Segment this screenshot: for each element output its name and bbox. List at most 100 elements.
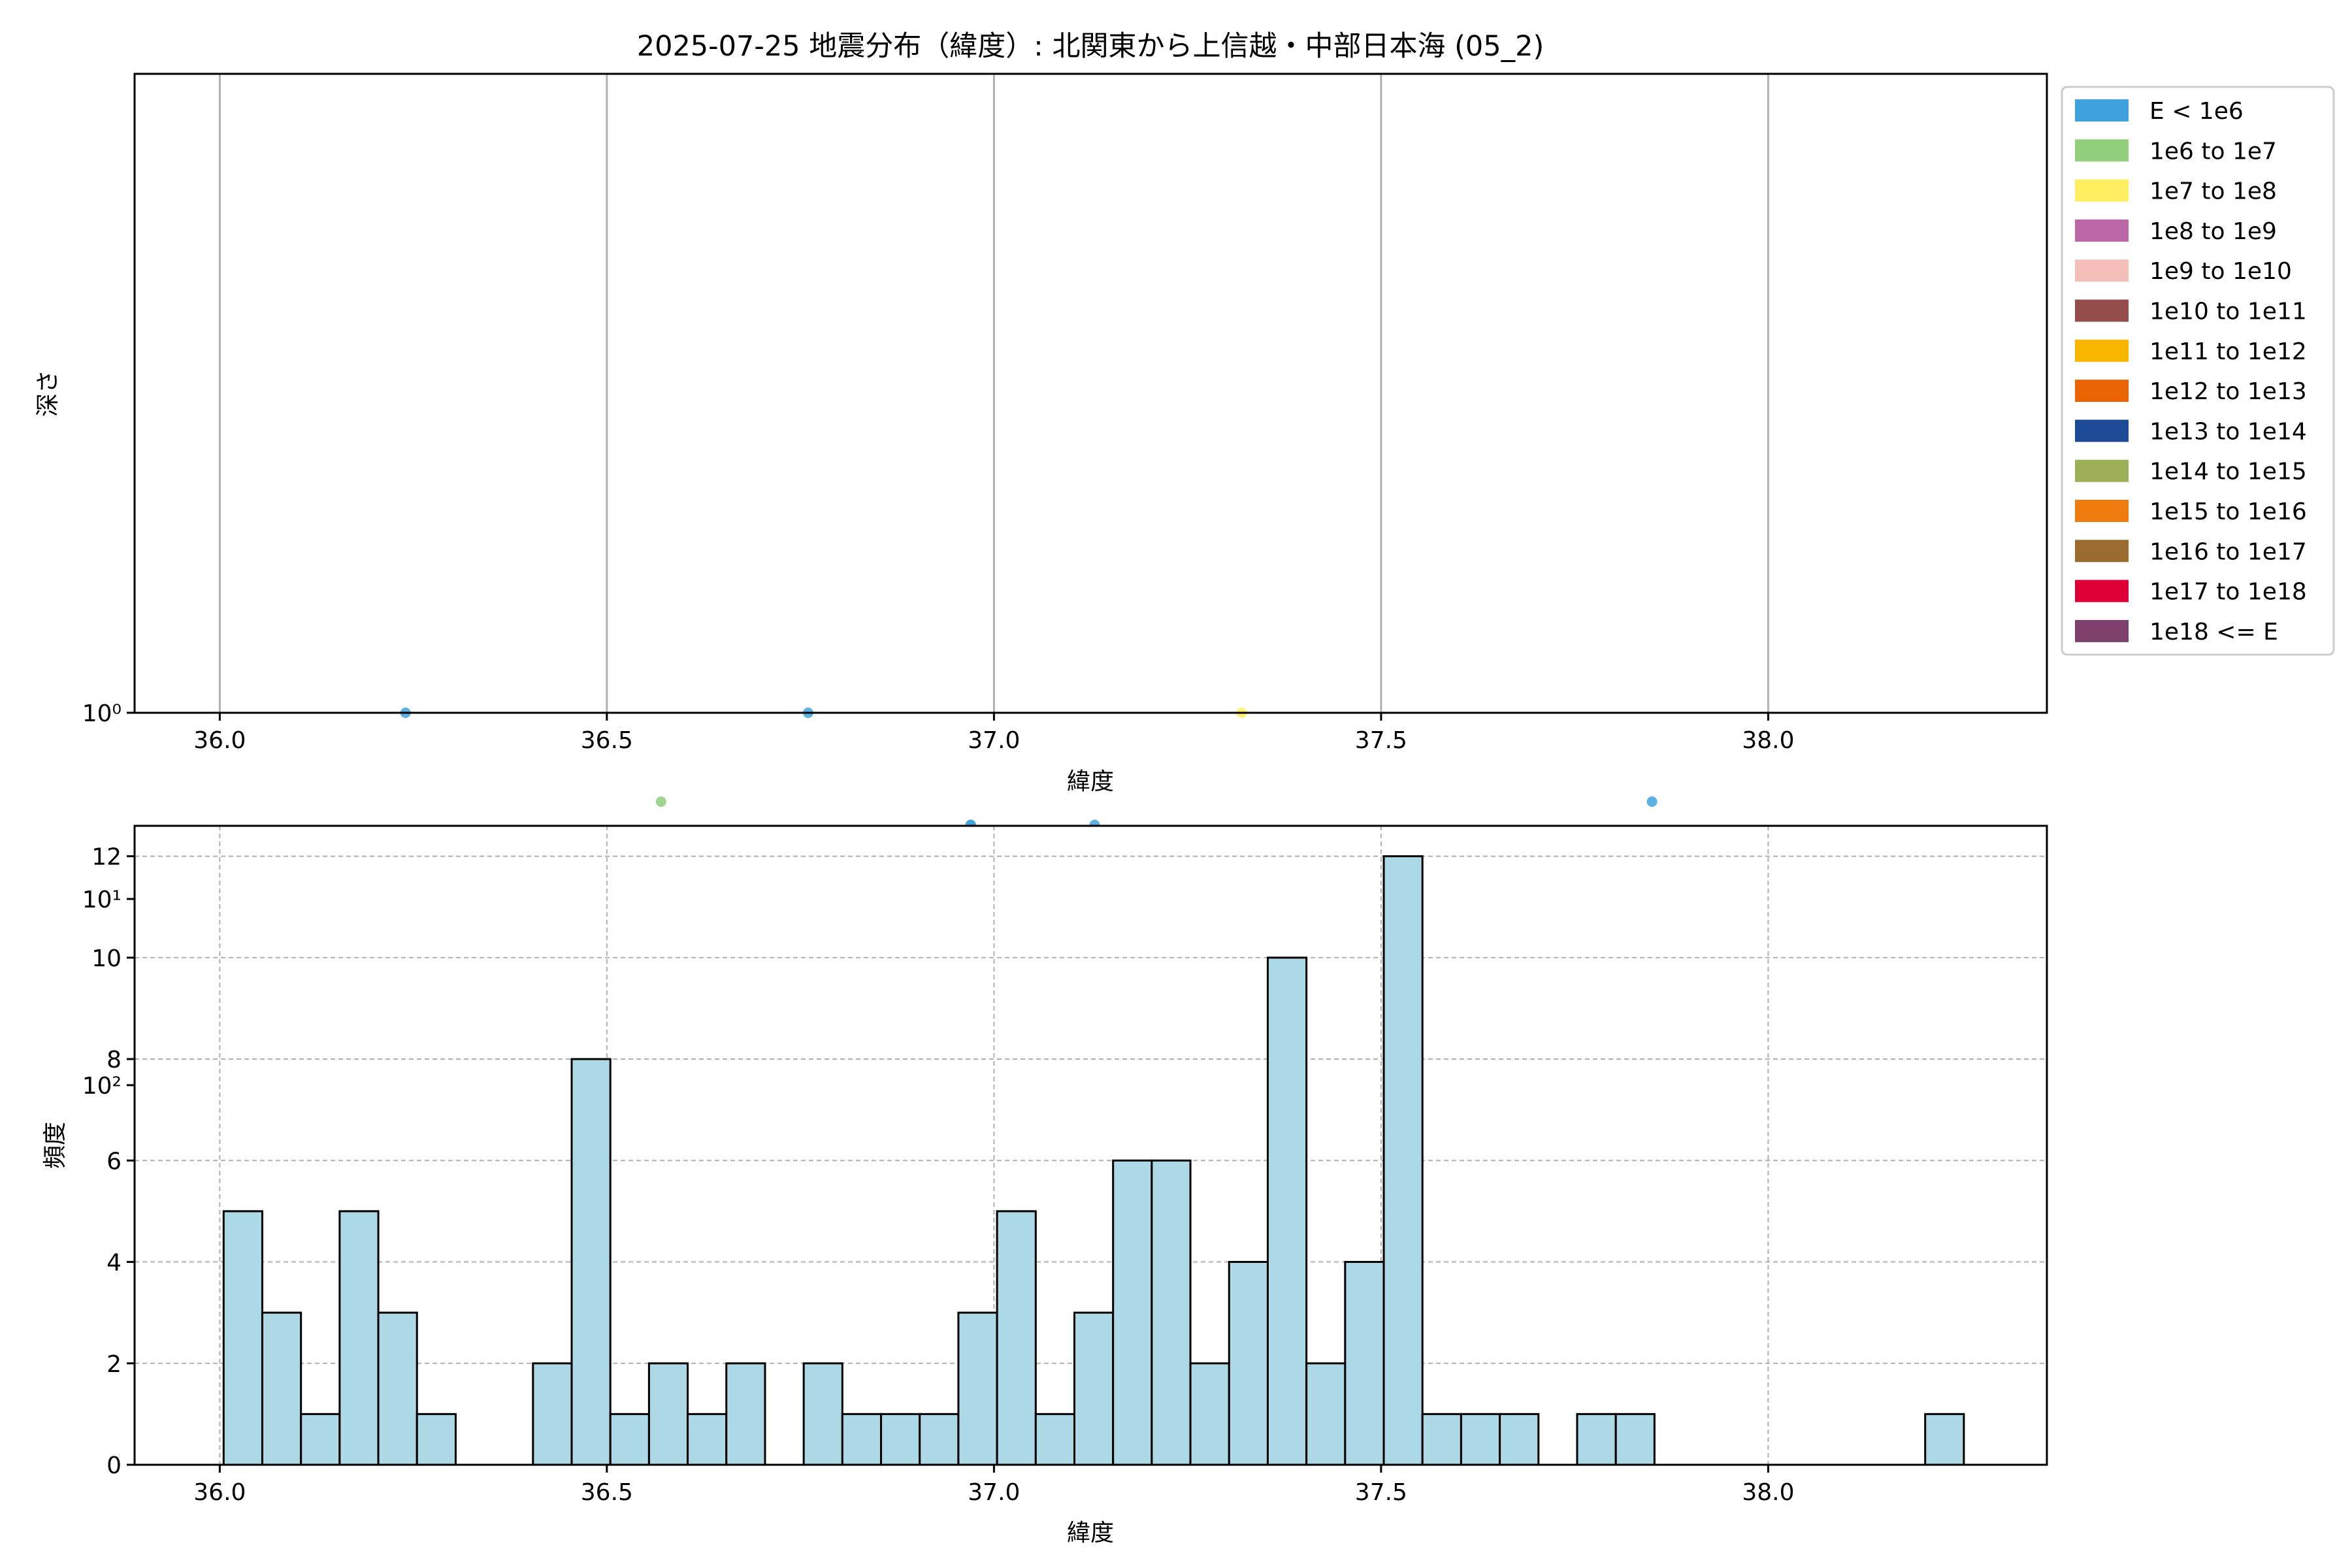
legend-items: E < 1e6 1e6 to 1e7 1e7 to 1e8 1e8 to 1e9 1e9…	[2075, 98, 2307, 645]
histogram-x-tick-label: 36.5	[581, 1479, 633, 1506]
legend-swatch	[2075, 299, 2129, 322]
histogram-bar	[1924, 1413, 1965, 1466]
legend-swatch	[2075, 619, 2129, 642]
legend-label: 1e17 to 1e18	[2149, 579, 2307, 606]
histogram-y-tick-label: 2	[106, 1351, 122, 1378]
histogram-y-tick-label: 8	[106, 1047, 122, 1073]
scatter-point	[655, 796, 666, 807]
legend-swatch	[2075, 339, 2129, 362]
legend-swatch	[2075, 459, 2129, 482]
legend-label: 1e8 to 1e9	[2149, 218, 2277, 245]
histogram-y-tick-label: 6	[106, 1148, 122, 1175]
histogram-bar	[1151, 1159, 1192, 1466]
histogram-bar	[1576, 1413, 1617, 1466]
histogram-bar	[1382, 855, 1424, 1466]
histogram-bar	[802, 1362, 843, 1466]
histogram-x-tick-label: 36.0	[193, 1479, 246, 1506]
histogram-bar	[1034, 1413, 1075, 1466]
histogram-y-tick-label: 10	[91, 945, 122, 972]
legend-swatch	[2075, 580, 2129, 602]
scatter-x-tick-label: 36.0	[193, 727, 246, 754]
scatter-y-ticks: 10⁰ 10¹ 10²	[82, 700, 135, 1100]
histogram-bar	[880, 1413, 921, 1466]
histogram-x-ticks: 36.0 36.5 37.0 37.5 38.0	[193, 1465, 1794, 1506]
histogram-panel: 36.0 36.5 37.0 37.5 38.0 0 2 4 6 8 10 12 緯度 頻度	[42, 825, 2048, 1546]
histogram-bar	[1344, 1261, 1385, 1466]
histogram-y-tick-label: 0	[106, 1452, 122, 1479]
legend: E < 1e6 1e6 to 1e7 1e7 to 1e8 1e8 to 1e9 1e9…	[2061, 86, 2335, 656]
histogram-bar	[1614, 1413, 1656, 1466]
legend-label: 1e13 to 1e14	[2149, 418, 2307, 445]
histogram-frame	[133, 825, 2048, 1466]
legend-swatch	[2075, 419, 2129, 442]
histogram-bar	[416, 1413, 457, 1466]
histogram-bar	[570, 1058, 612, 1466]
legend-label: 1e12 to 1e13	[2149, 378, 2307, 405]
histogram-bar	[725, 1362, 766, 1466]
scatter-x-axis-label: 緯度	[1067, 768, 1114, 795]
histogram-bar	[222, 1210, 263, 1466]
legend-frame	[2061, 86, 2335, 656]
scatter-frame	[133, 73, 2048, 714]
legend-swatch	[2075, 540, 2129, 563]
histogram-y-tick-label: 12	[91, 844, 122, 871]
histogram-bar	[1499, 1413, 1540, 1466]
histogram-bar	[996, 1210, 1037, 1466]
histogram-bar	[532, 1362, 573, 1466]
legend-swatch	[2075, 259, 2129, 282]
legend-label: 1e6 to 1e7	[2149, 138, 2277, 165]
histogram-bar	[919, 1413, 960, 1466]
histogram-x-tick-label: 37.5	[1355, 1479, 1407, 1506]
legend-label: 1e14 to 1e15	[2149, 459, 2307, 485]
scatter-x-tick-label: 36.5	[581, 727, 633, 754]
legend-label: E < 1e6	[2149, 98, 2244, 125]
scatter-point	[1646, 796, 1658, 807]
scatter-y-tick-label: 10⁰	[82, 700, 122, 727]
histogram-bar	[1421, 1413, 1462, 1466]
histogram-bar	[647, 1362, 689, 1466]
histogram-bar	[1305, 1362, 1347, 1466]
histogram-bar	[1460, 1413, 1501, 1466]
legend-label: 1e10 to 1e11	[2149, 299, 2307, 325]
legend-label: 1e16 to 1e17	[2149, 538, 2307, 565]
scatter-x-tick-label: 38.0	[1742, 727, 1794, 754]
scatter-plot-area	[135, 74, 2047, 713]
scatter-y-tick-label: 10¹	[82, 887, 122, 913]
histogram-y-tick-label: 4	[106, 1250, 122, 1277]
scatter-x-tick-label: 37.5	[1355, 727, 1407, 754]
legend-swatch	[2075, 179, 2129, 202]
histogram-bar	[377, 1311, 418, 1466]
legend-label: 1e11 to 1e12	[2149, 338, 2307, 365]
legend-swatch	[2075, 500, 2129, 522]
histogram-bars	[222, 855, 1965, 1466]
histogram-bar	[841, 1413, 883, 1466]
scatter-x-ticks: 36.0 36.5 37.0 37.5 38.0	[193, 713, 1794, 754]
histogram-bar	[957, 1311, 998, 1466]
histogram-x-tick-label: 38.0	[1742, 1479, 1794, 1506]
scatter-y-axis-label: 深さ	[35, 370, 61, 417]
legend-swatch	[2075, 99, 2129, 122]
legend-label: 1e7 to 1e8	[2149, 178, 2277, 205]
histogram-bar	[338, 1210, 380, 1466]
figure-title: 2025-07-25 地震分布（緯度）: 北関東から上信越・中部日本海 (05_…	[637, 30, 1544, 63]
histogram-bar	[1073, 1311, 1115, 1466]
histogram-bar	[300, 1413, 341, 1466]
legend-label: 1e9 to 1e10	[2149, 258, 2292, 285]
scatter-x-tick-label: 37.0	[968, 727, 1020, 754]
histogram-bar	[1189, 1362, 1230, 1466]
histogram-y-axis-label: 頻度	[42, 1122, 69, 1169]
legend-label: 1e15 to 1e16	[2149, 498, 2307, 525]
legend-label: 1e18 <= E	[2149, 619, 2278, 645]
histogram-x-tick-label: 37.0	[968, 1479, 1020, 1506]
histogram-bar	[1266, 956, 1308, 1466]
histogram-bar	[609, 1413, 650, 1466]
legend-swatch	[2075, 219, 2129, 242]
histogram-x-axis-label: 緯度	[1067, 1520, 1114, 1546]
histogram-bar	[687, 1413, 728, 1466]
histogram-bar	[1228, 1261, 1269, 1466]
legend-swatch	[2075, 380, 2129, 402]
histogram-bar	[1112, 1159, 1153, 1466]
scatter-y-tick-label: 10²	[82, 1073, 122, 1100]
legend-swatch	[2075, 139, 2129, 162]
